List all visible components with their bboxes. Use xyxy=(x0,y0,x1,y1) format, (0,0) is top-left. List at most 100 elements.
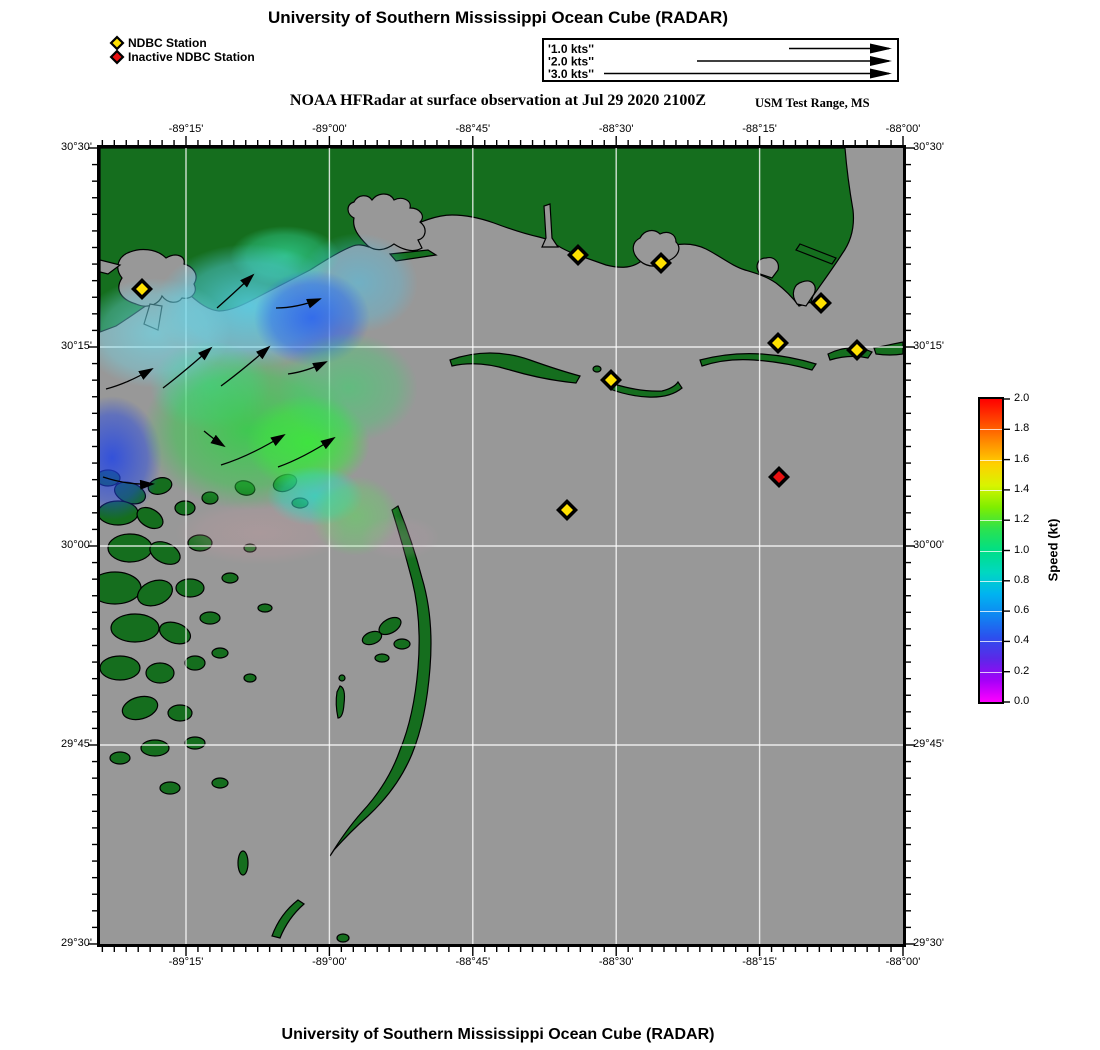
ship-island xyxy=(609,380,683,398)
ndbc-station-marker xyxy=(650,252,672,274)
observation-title: NOAA HFRadar at surface observation at J… xyxy=(289,92,707,109)
islet xyxy=(361,630,383,646)
colorbar-gridline xyxy=(980,459,1002,461)
colorbar-tick-label: 1.4 xyxy=(1014,482,1030,495)
legend: NDBC Station Inactive NDBC Station xyxy=(108,35,255,65)
colorbar-tick-label: 1.8 xyxy=(1014,422,1030,435)
vector-scale-arrows: '1.0 kts'''2.0 kts'''3.0 kts'' xyxy=(548,42,892,80)
colorbar-tick-label: 1.2 xyxy=(1014,513,1030,526)
current-vector xyxy=(162,346,213,389)
current-vector xyxy=(203,430,226,448)
lon-axis-label: -89°15' xyxy=(168,123,204,135)
islet xyxy=(374,653,390,663)
colorbar-tick-label: 0.2 xyxy=(1014,664,1030,677)
colorbar-tick-label: 0.8 xyxy=(1014,573,1030,586)
ndbc-station-marker xyxy=(556,499,578,521)
round-island xyxy=(795,243,837,265)
colorbar xyxy=(978,397,1004,704)
current-speed-heatmap xyxy=(100,226,440,565)
colorbar-tick-label: 2.0 xyxy=(1014,392,1030,404)
inactive-ndbc-station-marker xyxy=(768,466,790,488)
islet xyxy=(336,933,350,943)
legend-label: Inactive NDBC Station xyxy=(128,50,255,64)
current-vector xyxy=(105,367,154,390)
station-diamond-icon xyxy=(109,49,125,65)
islet xyxy=(378,616,402,636)
speed-heat-blob xyxy=(360,516,440,560)
lat-axis-label: 30°30' xyxy=(913,141,944,153)
lon-axis-label: -88°15' xyxy=(742,956,777,968)
horn-island xyxy=(699,353,817,371)
colorbar-axis-label: Speed (kt) xyxy=(1045,518,1061,582)
lat-axis-label: 30°00' xyxy=(61,539,92,551)
colorbar-tick-label: 1.6 xyxy=(1014,452,1030,465)
lat-axis-label: 29°30' xyxy=(913,937,944,949)
lat-axis-label: 30°15' xyxy=(61,340,92,352)
lon-axis-label: -88°30' xyxy=(598,123,634,135)
colorbar-gridline xyxy=(980,580,1002,582)
dauphin-island xyxy=(873,341,903,356)
legend-item: Inactive NDBC Station xyxy=(108,49,255,65)
sw-island xyxy=(271,899,305,939)
lat-axis-label: 30°00' xyxy=(913,539,944,551)
vector-scale-box: '1.0 kts'' '2.0 kts'' '3.0 kts'' xyxy=(542,38,899,82)
map-canvas xyxy=(100,148,903,944)
colorbar-gridline xyxy=(980,550,1002,552)
speed-heat-blob xyxy=(175,501,345,565)
speed-heat-blob xyxy=(278,333,418,443)
colorbar-gradient xyxy=(980,399,1002,702)
lon-axis-label: -88°45' xyxy=(455,956,491,968)
colorbar-gridline xyxy=(980,429,1002,431)
colorbar-tick-label: 0.6 xyxy=(1014,604,1030,617)
map xyxy=(97,145,906,947)
lat-axis-label: 29°45' xyxy=(913,738,944,750)
page-title: University of Southern Mississippi Ocean… xyxy=(267,8,728,27)
lat-axis-label: 30°30' xyxy=(61,141,92,153)
colorbar-gridline xyxy=(980,671,1002,673)
pascagoula-river xyxy=(541,203,560,248)
lon-axis-label: -88°00' xyxy=(885,123,921,135)
ndbc-station-marker xyxy=(810,292,832,314)
current-vectors-layer xyxy=(102,273,336,490)
current-vector xyxy=(220,433,286,466)
islet xyxy=(338,674,346,682)
lon-axis-label: -88°00' xyxy=(885,956,921,968)
colorbar-gridline xyxy=(980,641,1002,643)
ndbc-station-marker xyxy=(846,339,868,361)
lat-axis-label: 29°30' xyxy=(61,937,92,949)
colorbar-gridline xyxy=(980,611,1002,613)
lat-axis-label: 29°45' xyxy=(61,738,92,750)
current-vector xyxy=(287,361,328,375)
point-aux-pins-bay xyxy=(792,280,816,307)
scale-label: '1.0 kts'' xyxy=(548,42,594,56)
station-diamond-icon xyxy=(109,35,125,51)
islet xyxy=(592,365,602,373)
lon-axis-label: -89°00' xyxy=(312,123,347,135)
current-vector xyxy=(277,436,336,468)
islet xyxy=(393,638,411,650)
current-vector xyxy=(220,345,271,387)
colorbar-tick-label: 1.0 xyxy=(1014,543,1030,556)
ndbc-station-marker xyxy=(131,278,153,300)
scale-label: '2.0 kts'' xyxy=(548,55,594,69)
rigolets-inlet xyxy=(100,259,122,275)
colorbar-gridline xyxy=(980,520,1002,522)
legend-label: NDBC Station xyxy=(128,36,207,50)
scale-label: '3.0 kts'' xyxy=(548,67,594,80)
colorbar-gridline xyxy=(980,489,1002,491)
lon-axis-label: -88°30' xyxy=(598,956,634,968)
current-vector xyxy=(275,298,322,309)
current-vector xyxy=(216,273,255,309)
lat-axis-label: 30°15' xyxy=(913,340,944,352)
ndbc-station-marker xyxy=(767,332,789,354)
islet xyxy=(335,685,346,719)
current-vector xyxy=(102,476,155,490)
footer-title: University of Southern Mississippi Ocean… xyxy=(281,1026,715,1043)
colorbar-tick-label: 0.0 xyxy=(1014,695,1030,707)
lon-axis-label: -88°45' xyxy=(455,123,491,135)
colorbar-tick-label: 0.4 xyxy=(1014,634,1030,647)
cat-island xyxy=(449,352,581,384)
stations-layer xyxy=(131,244,868,521)
lon-axis-label: -89°00' xyxy=(312,956,347,968)
